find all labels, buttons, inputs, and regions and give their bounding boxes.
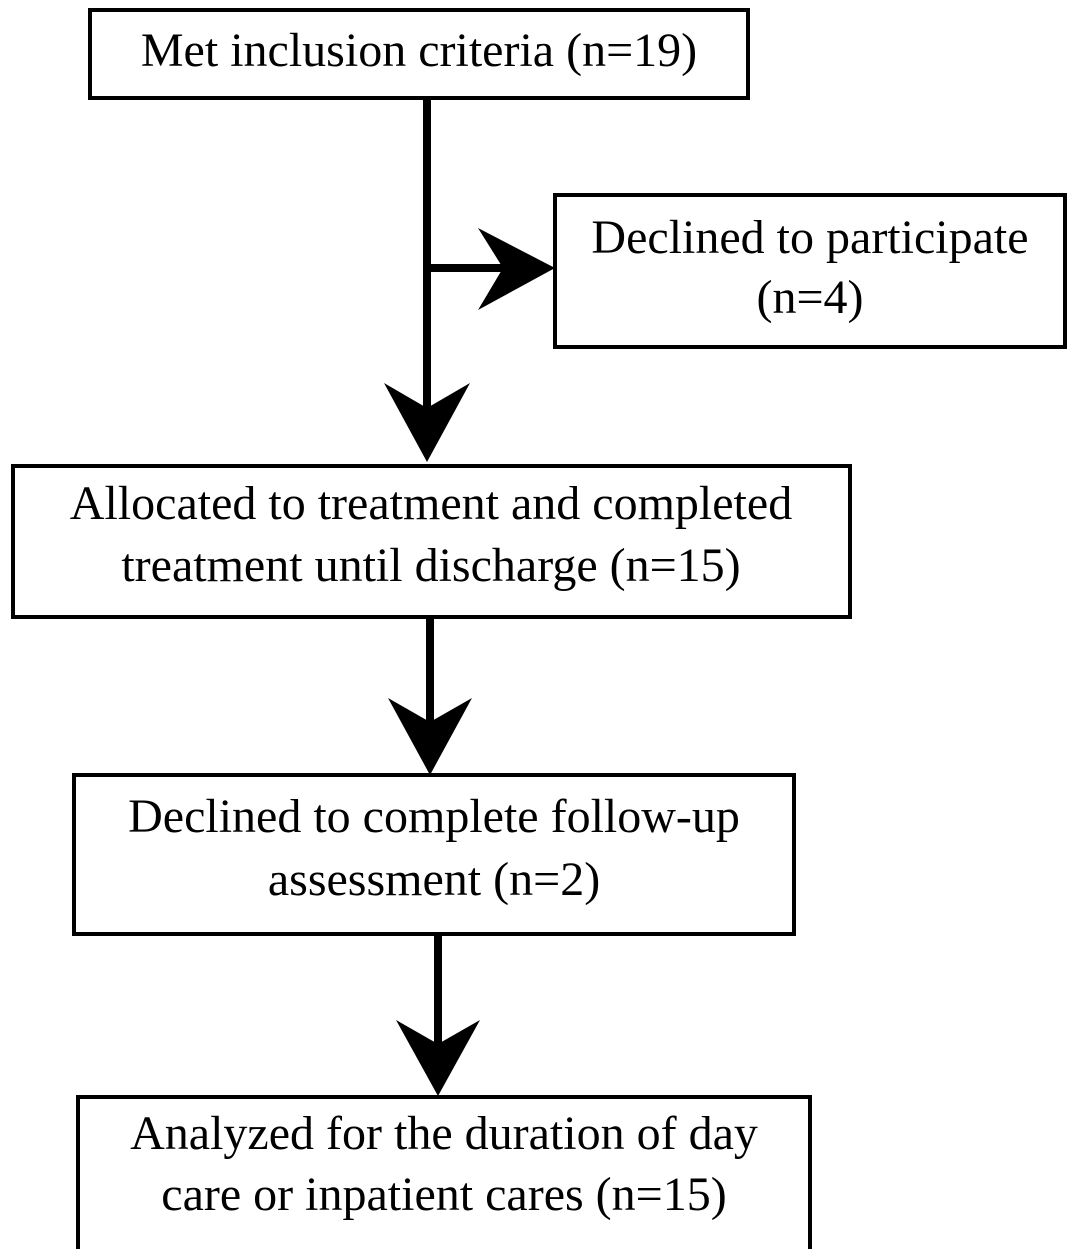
box [88,8,750,100]
arrowhead [396,1020,480,1096]
node-label: Analyzed for the duration of day [130,1107,758,1160]
node-label: assessment (n=2) [268,853,600,906]
node-label: Met inclusion criteria (n=19) [141,24,697,77]
node-label: Declined to complete follow-up [128,790,740,843]
node-label: care or inpatient cares (n=15) [161,1168,726,1221]
node-label: Declined to participate [591,211,1028,264]
arrowhead [384,383,470,462]
node-label: Allocated to treatment and completed [70,477,792,530]
arrowhead [388,698,472,775]
box [72,773,796,936]
box [11,464,852,619]
node-label: treatment until discharge (n=15) [121,539,740,592]
box [553,193,1067,349]
arrowhead [478,228,555,310]
box [76,1095,812,1249]
node-label: (n=4) [756,271,863,324]
